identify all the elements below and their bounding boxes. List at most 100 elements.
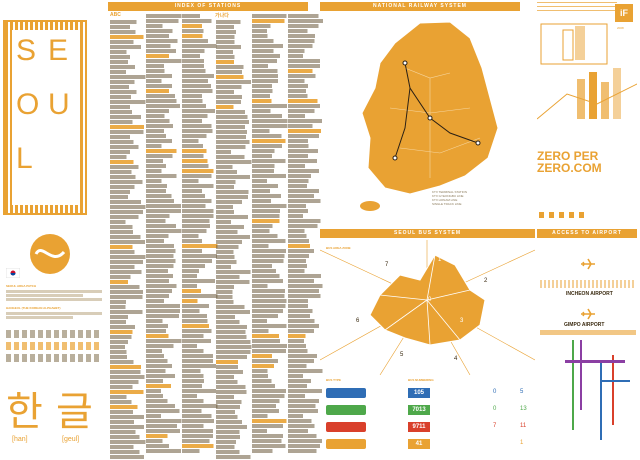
station-entry: [182, 259, 220, 263]
station-entry: [288, 109, 326, 113]
station-entry: [288, 259, 326, 263]
station-entry: [252, 129, 290, 133]
station-entry: [146, 84, 184, 88]
station-entry: [216, 195, 254, 199]
station-entry: [216, 325, 254, 329]
station-entry: [288, 34, 326, 38]
korea-railway-map: [360, 21, 499, 211]
station-entry: [216, 65, 254, 69]
legend-terminal: KTX TERMINAL STATION: [432, 190, 468, 194]
station-entry: [216, 40, 254, 44]
station-entry: [146, 49, 184, 53]
station-entry: [216, 150, 254, 154]
station-entry: [182, 114, 220, 118]
station-entry: [252, 369, 290, 373]
station-entry: [182, 149, 220, 153]
zone-0: 0: [428, 297, 432, 303]
station-entry: [288, 359, 326, 363]
station-entry: [146, 129, 184, 133]
station-entry: [146, 254, 184, 258]
station-entry: [110, 430, 148, 434]
station-entry: [216, 145, 254, 149]
station-entry: [182, 164, 220, 168]
station-entry: [252, 229, 290, 233]
station-entry: [288, 304, 326, 308]
station-entry: [288, 444, 326, 448]
station-entry: [110, 95, 148, 99]
station-entry: [110, 140, 148, 144]
station-entry: [182, 219, 220, 223]
station-entry: [110, 200, 148, 204]
station-entry: [252, 329, 290, 333]
route-to-zone: 1: [520, 440, 524, 446]
station-entry: [182, 99, 220, 103]
station-entry: [288, 99, 326, 103]
station-entry: [252, 54, 290, 58]
station-entry: [252, 294, 290, 298]
station-entry: [146, 369, 184, 373]
station-entry: [288, 229, 326, 233]
station-entry: [288, 59, 326, 63]
station-entry: [110, 35, 148, 39]
station-entry: [182, 109, 220, 113]
station-entry: [146, 264, 184, 268]
station-entry: [182, 214, 220, 218]
station-index-column: [288, 14, 326, 454]
station-entry: [252, 394, 290, 398]
station-entry: [216, 50, 254, 54]
station-entry: [252, 434, 290, 438]
station-entry: [288, 44, 326, 48]
station-entry: [110, 260, 148, 264]
station-entry: [146, 379, 184, 383]
station-entry: [252, 274, 290, 278]
station-entry: [182, 39, 220, 43]
station-entry: [110, 155, 148, 159]
station-entry: [252, 399, 290, 403]
station-entry: [288, 354, 326, 358]
station-entry: [182, 44, 220, 48]
station-entry: [252, 339, 290, 343]
station-entry: [146, 194, 184, 198]
station-entry: [146, 184, 184, 188]
station-entry: [252, 414, 290, 418]
station-entry: [252, 144, 290, 148]
station-entry: [182, 409, 220, 413]
station-entry: [288, 414, 326, 418]
station-entry: [182, 419, 220, 423]
station-entry: [182, 179, 220, 183]
zone-2: 2: [484, 278, 488, 284]
seoul-letter-o: O: [16, 88, 42, 121]
station-entry: [182, 79, 220, 83]
station-entry: [146, 199, 184, 203]
station-entry: [288, 279, 326, 283]
station-entry: [252, 124, 290, 128]
station-entry: [110, 85, 148, 89]
station-entry: [216, 205, 254, 209]
station-entry: [146, 284, 184, 288]
station-entry: [288, 349, 326, 353]
station-entry: [146, 449, 184, 453]
station-entry: [252, 279, 290, 283]
airport-connector: [565, 360, 625, 363]
station-entry: [110, 265, 148, 269]
station-entry: [252, 444, 290, 448]
station-entry: [110, 115, 148, 119]
seoul-description: [6, 290, 102, 302]
station-entry: [252, 149, 290, 153]
station-entry: [288, 309, 326, 313]
airport-rail-band: [540, 280, 636, 288]
station-entry: [288, 39, 326, 43]
station-entry: [110, 300, 148, 304]
station-entry: [288, 324, 326, 328]
station-entry: [110, 255, 148, 259]
station-entry: [182, 404, 220, 408]
station-entry: [216, 125, 254, 129]
station-entry: [252, 74, 290, 78]
station-entry: [182, 204, 220, 208]
station-entry: [252, 224, 290, 228]
airport-line-purple: [580, 340, 582, 410]
station-entry: [288, 204, 326, 208]
station-entry: [252, 19, 290, 23]
station-entry: [182, 24, 220, 28]
station-entry: [288, 79, 326, 83]
